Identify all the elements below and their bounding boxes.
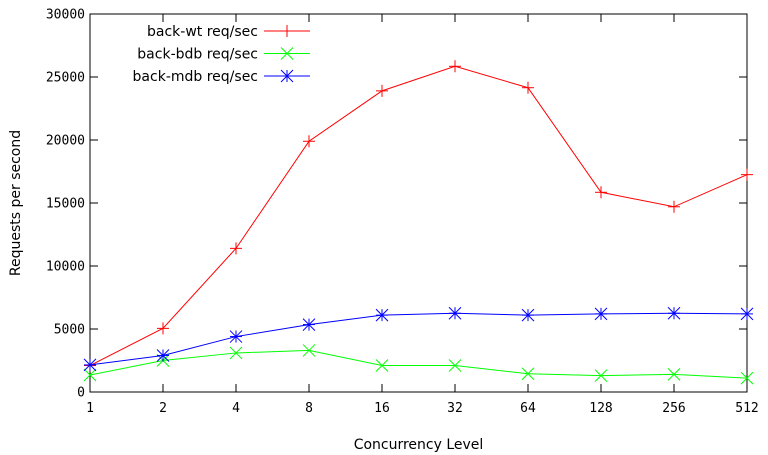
data-point — [229, 330, 243, 343]
x-tick-label: 2 — [159, 401, 167, 416]
data-point — [376, 84, 388, 97]
data-point — [741, 168, 753, 181]
x-axis-title: Concurrency Level — [354, 437, 484, 453]
data-point — [302, 318, 316, 331]
data-point — [302, 344, 316, 357]
data-point — [667, 368, 681, 381]
data-point — [594, 369, 608, 382]
series-line-1 — [89, 349, 748, 379]
x-tick-label: 16 — [374, 401, 390, 416]
x-axis: 1 2 4 8 16 32 64 128 256 512 — [86, 14, 759, 416]
data-point — [83, 368, 97, 382]
data-point — [521, 367, 535, 381]
legend-marker — [280, 47, 294, 60]
x-tick-label: 64 — [520, 401, 536, 416]
y-tick-label: 25000 — [46, 71, 85, 86]
data-point — [522, 81, 534, 94]
data-point — [230, 242, 242, 255]
series-line-2 — [89, 312, 748, 366]
x-tick-label: 32 — [447, 401, 463, 416]
data-point — [157, 322, 169, 335]
x-tick-label: 4 — [232, 401, 240, 416]
y-tick-label: 5000 — [54, 323, 85, 338]
data-point — [740, 371, 754, 385]
data-point — [668, 200, 680, 213]
legend: back-wt req/sec back-bdb req/sec back-mdb … — [133, 24, 310, 85]
x-tick-label: 1 — [86, 401, 94, 416]
y-tick-label: 15000 — [46, 197, 85, 212]
legend-label: back-mdb req/sec — [133, 69, 258, 85]
legend-marker — [281, 25, 293, 37]
data-point — [595, 186, 607, 199]
data-point — [448, 306, 462, 320]
y-tick-label: 20000 — [46, 134, 85, 149]
x-tick-label: 256 — [662, 401, 685, 416]
series-layer — [83, 60, 754, 385]
x-tick-label: 512 — [735, 401, 758, 416]
x-tick-label: 8 — [305, 401, 313, 416]
data-point — [448, 359, 462, 372]
y-axis: 0 5000 10000 15000 20000 25000 30000 — [46, 8, 747, 401]
data-point — [375, 359, 389, 372]
data-point — [667, 306, 681, 320]
y-tick-label: 10000 — [46, 260, 85, 275]
y-tick-label: 0 — [77, 386, 85, 401]
legend-marker — [280, 69, 294, 83]
data-point — [375, 308, 389, 322]
data-point — [156, 349, 170, 362]
data-point — [303, 135, 315, 148]
data-point — [594, 307, 608, 321]
data-point — [83, 358, 97, 372]
legend-label: back-wt req/sec — [147, 24, 258, 40]
y-axis-title: Requests per second — [8, 130, 24, 276]
series-line-0 — [89, 65, 748, 366]
data-point — [740, 307, 754, 321]
legend-label: back-bdb req/sec — [137, 47, 258, 63]
data-point — [229, 346, 243, 360]
data-point — [449, 60, 461, 73]
x-tick-label: 128 — [589, 401, 612, 416]
data-point — [521, 308, 535, 322]
y-tick-label: 30000 — [46, 8, 85, 23]
